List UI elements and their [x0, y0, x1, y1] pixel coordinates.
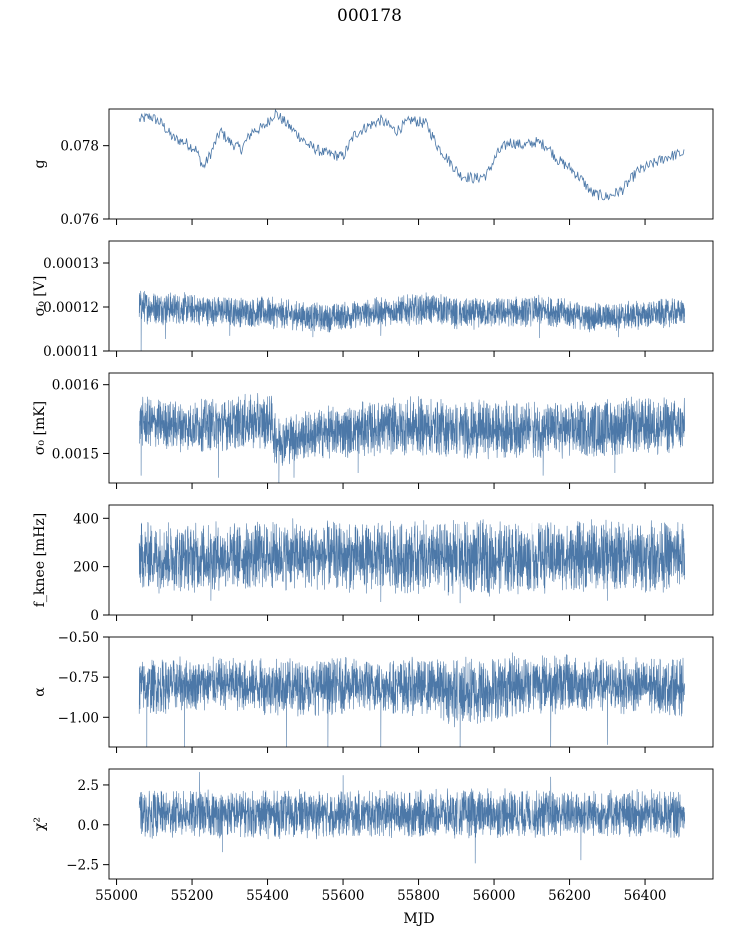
y-tick-label: −1.00 [58, 710, 99, 726]
y-tick-label: −2.5 [66, 858, 99, 874]
axes-frame [108, 372, 714, 484]
series-line [138, 109, 685, 201]
y-tick-label: 0 [90, 608, 99, 624]
y-axis-label: σ₀ [mK] [32, 401, 48, 455]
y-tick-label: 0.00011 [43, 344, 99, 360]
y-axis-label: χ² [32, 817, 48, 831]
y-tick-label: 0.00012 [43, 300, 99, 316]
series-line [138, 505, 685, 615]
y-tick-label: −0.75 [58, 670, 99, 686]
x-tick-label: 55800 [397, 888, 440, 904]
x-tick-label: 55200 [171, 888, 214, 904]
y-tick-label: 0.00013 [43, 256, 99, 272]
x-tick-label: 55400 [246, 888, 289, 904]
y-tick-label: 0.078 [60, 139, 99, 155]
y-tick-label: 0.0016 [52, 378, 99, 394]
axes-frame [108, 108, 714, 220]
x-tick-label: 55000 [95, 888, 138, 904]
subplot-5: −1.00 −0.75 −0.50 α [32, 630, 714, 753]
y-tick-label: 0.076 [60, 212, 99, 228]
y-tick-label: 200 [73, 560, 99, 576]
y-tick-label: 0.0 [78, 818, 99, 834]
axes-frame [108, 636, 714, 748]
series-line [138, 373, 685, 483]
axes-frame [108, 240, 714, 352]
y-axis-label: f_knee [mHz] [32, 513, 48, 608]
y-axis-label: g [32, 159, 48, 168]
y-axis-label: α [32, 687, 48, 697]
figure-title: 000178 [337, 6, 402, 26]
subplot-1: 0.076 0.078 g [32, 108, 714, 228]
x-tick-label: 56200 [548, 888, 591, 904]
subplot-6: −2.5 0.0 2.5 55000 55200 55400 55600 55800 56000… [32, 768, 714, 904]
axes-frame [108, 504, 714, 616]
x-tick-label: 56000 [473, 888, 516, 904]
y-tick-label: 2.5 [78, 778, 99, 794]
y-axis-label: σ₀ [V] [32, 276, 48, 317]
x-axis-label: MJD [403, 911, 434, 927]
series-line [138, 241, 685, 351]
y-tick-label: −0.50 [58, 630, 99, 646]
subplot-2: 0.00011 0.00012 0.00013 σ₀ [V] [32, 240, 714, 360]
y-tick-label: 0.0015 [52, 446, 99, 462]
y-tick-label: 400 [73, 511, 99, 527]
series-line [138, 637, 685, 747]
series-line [138, 769, 685, 879]
x-tick-label: 56400 [624, 888, 667, 904]
axes-frame [108, 768, 714, 880]
x-tick-label: 55600 [322, 888, 365, 904]
subplot-4: 0 200 400 f_knee [mHz] [32, 504, 714, 624]
